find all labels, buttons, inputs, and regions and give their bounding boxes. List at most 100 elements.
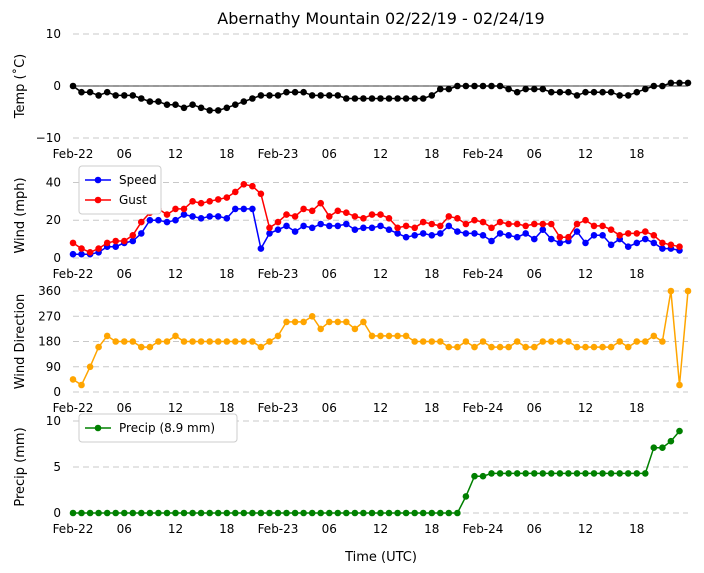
data-point-direction-0-71: [676, 381, 683, 389]
x-tick-label-temp-4: Feb-23: [258, 147, 299, 161]
data-point-precip-0-68: [650, 444, 658, 452]
data-point-direction-0-53: [522, 343, 529, 351]
data-point-direction-0-28: [308, 313, 316, 320]
x-axis-label: Time (UTC): [344, 550, 417, 565]
data-point-wind-0-8: [138, 230, 145, 237]
data-point-temp-0-44: [445, 85, 453, 93]
y-tick-label-direction-0: 0: [53, 385, 61, 399]
data-point-wind-0-68: [650, 239, 658, 247]
x-tick-label-precip-6: 12: [373, 522, 388, 536]
data-point-direction-0-26: [291, 318, 299, 326]
legend-wind: Speed Gust: [78, 165, 162, 215]
data-point-precip-0-66: [633, 470, 641, 477]
data-point-wind-0-61: [590, 232, 598, 239]
data-point-wind-0-12: [172, 216, 179, 224]
data-point-direction-0-1: [78, 381, 85, 389]
data-point-temp-0-41: [419, 95, 427, 102]
y-tick-label-wind-0: 0: [53, 251, 61, 265]
data-point-temp-0-46: [462, 82, 470, 90]
data-point-wind-1-13: [180, 205, 188, 213]
data-point-precip-0-44: [445, 509, 453, 517]
data-point-temp-0-27: [300, 88, 307, 96]
data-point-precip-0-27: [300, 509, 307, 517]
data-point-wind-1-24: [274, 218, 282, 226]
data-point-precip-0-16: [206, 509, 213, 517]
data-point-wind-1-5: [112, 237, 119, 245]
data-point-temp-0-20: [240, 98, 248, 105]
data-point-wind-1-30: [326, 213, 333, 220]
data-point-direction-0-45: [454, 343, 461, 351]
data-point-wind-1-46: [462, 220, 470, 228]
data-point-precip-0-24: [274, 509, 282, 517]
data-point-precip-0-10: [155, 509, 162, 517]
data-point-direction-0-49: [488, 343, 495, 351]
data-point-temp-0-26: [291, 88, 299, 96]
data-point-precip-0-29: [317, 509, 325, 517]
data-point-wind-1-33: [351, 213, 359, 220]
y-tick-label-direction-4: 360: [38, 284, 61, 298]
data-point-wind-1-26: [291, 213, 299, 220]
data-point-precip-0-11: [163, 509, 171, 517]
data-point-wind-1-51: [505, 220, 512, 228]
x-tick-label-precip-7: 18: [424, 522, 439, 536]
data-point-temp-0-19: [232, 101, 239, 108]
data-point-direction-0-70: [667, 287, 675, 295]
data-point-precip-0-40: [411, 509, 419, 517]
data-point-direction-0-61: [590, 343, 598, 351]
data-point-precip-0-54: [531, 470, 538, 477]
series-wind-1: [69, 181, 683, 256]
data-point-precip-0-65: [624, 470, 632, 477]
data-point-temp-0-53: [522, 85, 529, 93]
data-point-temp-0-62: [599, 88, 606, 96]
data-point-direction-0-25: [283, 318, 290, 326]
data-point-precip-0-59: [573, 470, 581, 477]
data-point-direction-0-36: [377, 332, 384, 340]
data-point-wind-0-60: [582, 239, 589, 247]
data-point-temp-0-31: [334, 92, 342, 99]
data-point-wind-1-56: [548, 220, 555, 228]
data-point-temp-0-32: [343, 95, 350, 102]
x-tick-label-precip-0: Feb-22: [53, 522, 94, 536]
data-point-direction-0-59: [573, 343, 581, 351]
data-point-temp-0-33: [351, 95, 359, 102]
data-point-wind-0-54: [531, 235, 538, 243]
data-point-direction-0-21: [249, 338, 256, 345]
data-point-wind-1-28: [308, 207, 316, 215]
data-point-precip-0-13: [180, 509, 188, 517]
data-point-wind-0-26: [291, 228, 299, 235]
data-point-wind-1-27: [300, 205, 307, 213]
data-point-temp-0-49: [488, 82, 495, 90]
data-point-precip-0-47: [471, 472, 478, 480]
data-point-direction-0-20: [240, 338, 248, 345]
data-point-precip-0-31: [334, 509, 342, 517]
data-point-temp-0-50: [496, 82, 504, 90]
data-point-wind-0-24: [274, 226, 282, 233]
data-point-wind-0-66: [633, 239, 641, 247]
data-point-precip-0-49: [488, 470, 495, 477]
data-point-temp-0-12: [172, 101, 179, 108]
data-point-direction-0-29: [317, 325, 325, 333]
data-point-temp-0-5: [112, 92, 119, 99]
series-temp-0: [69, 79, 692, 114]
data-point-temp-0-68: [650, 82, 658, 90]
data-point-precip-0-34: [360, 509, 367, 517]
x-tick-label-temp-7: 18: [424, 147, 439, 161]
data-point-direction-0-63: [607, 343, 615, 351]
data-point-temp-0-15: [197, 104, 205, 112]
data-point-precip-0-35: [368, 509, 376, 517]
data-point-wind-0-62: [599, 232, 606, 239]
data-point-precip-0-61: [590, 470, 598, 477]
data-point-precip-0-23: [266, 509, 273, 517]
data-point-wind-0-42: [428, 232, 436, 239]
data-point-direction-0-14: [189, 338, 196, 345]
data-point-precip-0-38: [394, 509, 401, 517]
data-point-direction-0-64: [616, 338, 623, 345]
data-point-wind-1-14: [189, 198, 196, 205]
data-point-wind-1-0: [69, 239, 77, 247]
data-point-wind-0-53: [522, 230, 529, 237]
data-point-precip-0-51: [505, 470, 512, 477]
data-point-direction-0-5: [112, 338, 119, 345]
data-point-precip-0-50: [496, 470, 504, 477]
data-point-wind-0-51: [505, 232, 512, 239]
data-point-wind-0-21: [249, 205, 256, 213]
